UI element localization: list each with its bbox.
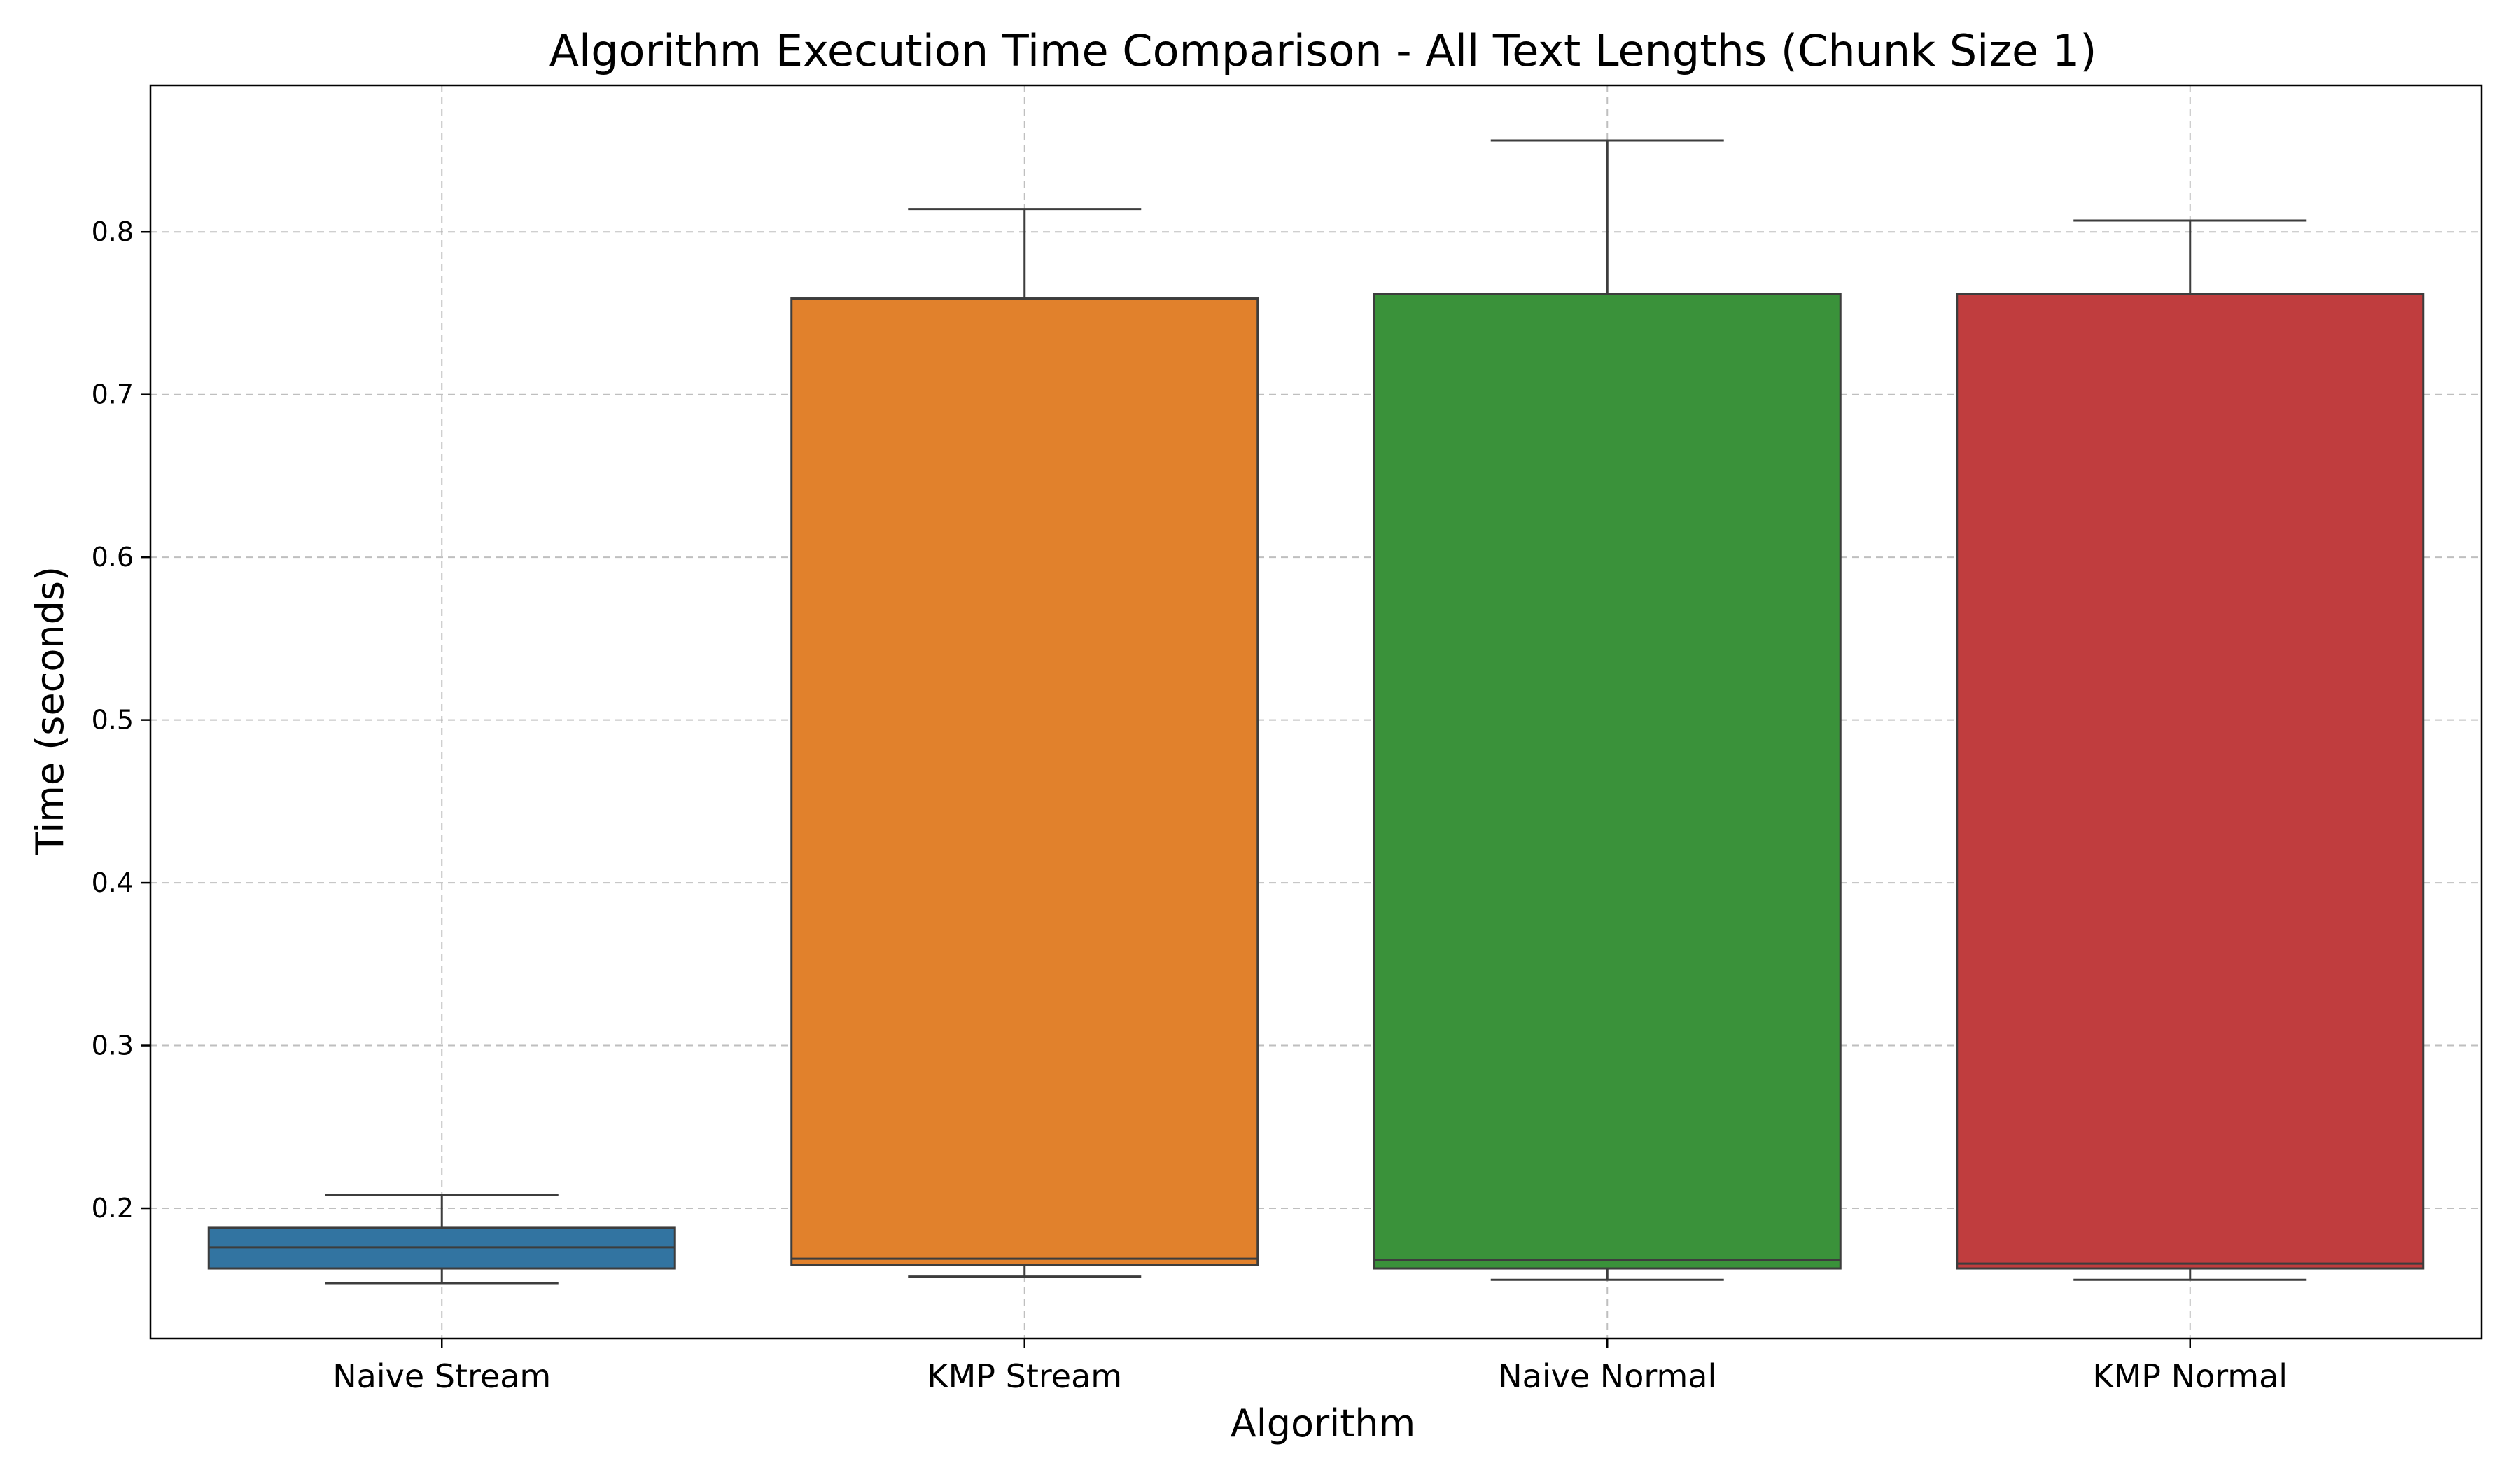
box-body xyxy=(1956,293,2425,1270)
box-kmp-stream xyxy=(790,208,1259,1278)
y-tick-label: 0.3 xyxy=(92,1030,134,1061)
x-tick-label: KMP Stream xyxy=(927,1357,1122,1395)
plot-frame xyxy=(149,84,2483,1340)
chart-title: Algorithm Execution Time Comparison - Al… xyxy=(550,25,2097,76)
y-axis-label: Time (seconds) xyxy=(28,566,72,855)
box-body xyxy=(790,298,1259,1266)
y-tick-label: 0.4 xyxy=(92,867,134,898)
box-series xyxy=(207,139,2425,1284)
box-body xyxy=(1373,293,1842,1270)
y-tick-label: 0.2 xyxy=(92,1193,134,1224)
x-axis-ticks: Naive Stream KMP Stream Naive Normal KMP No… xyxy=(332,1338,2288,1395)
box-naive-stream xyxy=(207,1194,676,1284)
y-tick-label: 0.6 xyxy=(92,542,134,573)
x-tick-label: Naive Stream xyxy=(332,1357,551,1395)
x-tick-label: Naive Normal xyxy=(1498,1357,1716,1395)
x-axis-label: Algorithm xyxy=(1231,1401,1415,1446)
x-tick-label: KMP Normal xyxy=(2092,1357,2288,1395)
y-tick-label: 0.7 xyxy=(92,379,134,410)
box-naive-normal xyxy=(1373,139,1842,1281)
y-axis-ticks: 0.2 0.3 0.4 0.5 0.6 0.7 0.8 xyxy=(92,216,150,1224)
y-tick-label: 0.8 xyxy=(92,216,134,247)
y-tick-label: 0.5 xyxy=(92,705,134,736)
box-kmp-normal xyxy=(1956,219,2425,1281)
